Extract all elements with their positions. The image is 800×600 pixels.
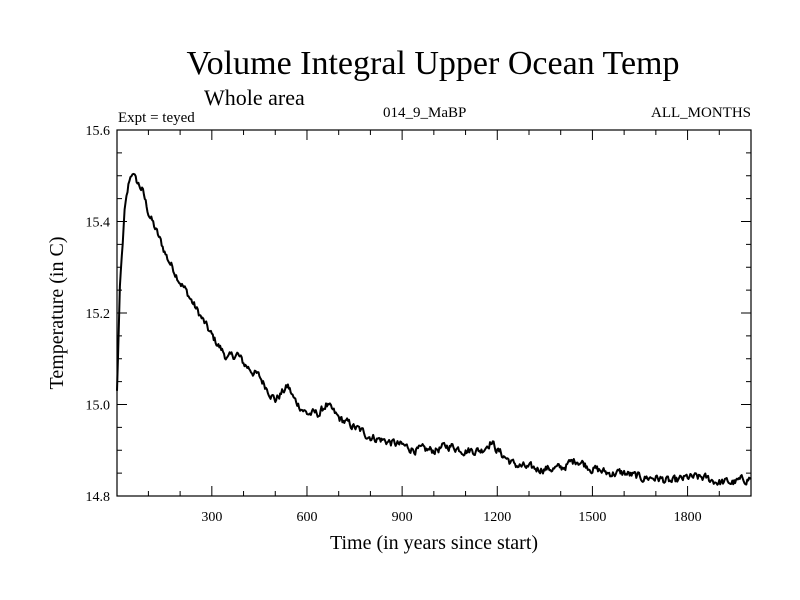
y-tick-label: 14.8 <box>86 490 111 505</box>
x-tick-label: 1500 <box>578 510 606 525</box>
run-label: 014_9_MaBP <box>383 105 466 121</box>
period-label: ALL_MONTHS <box>651 105 751 121</box>
x-tick-label: 1200 <box>483 510 511 525</box>
x-axis-label: Time (in years since start) <box>330 532 538 554</box>
plot-frame <box>116 129 752 497</box>
chart-title: Volume Integral Upper Ocean Temp <box>187 45 680 82</box>
x-tick-label: 1800 <box>674 510 702 525</box>
chart-subtitle: Whole area <box>204 85 305 110</box>
x-tick-label: 600 <box>296 510 317 525</box>
temperature-series-line <box>116 172 752 486</box>
y-tick-label: 15.6 <box>86 124 111 139</box>
tick-labels: 300 600 900 1200 1500 1800 14.8 15.0 15.2 15.4 15.… <box>86 124 702 525</box>
y-tick-label: 15.0 <box>86 399 111 414</box>
y-tick-label: 15.4 <box>86 216 111 231</box>
y-tick-label: 15.2 <box>86 307 111 322</box>
y-axis-label: Temperature (in C) <box>46 237 68 390</box>
axis-ticks <box>117 130 751 496</box>
experiment-label: Expt = teyed <box>118 110 195 126</box>
x-tick-label: 300 <box>201 510 222 525</box>
x-tick-label: 900 <box>392 510 413 525</box>
